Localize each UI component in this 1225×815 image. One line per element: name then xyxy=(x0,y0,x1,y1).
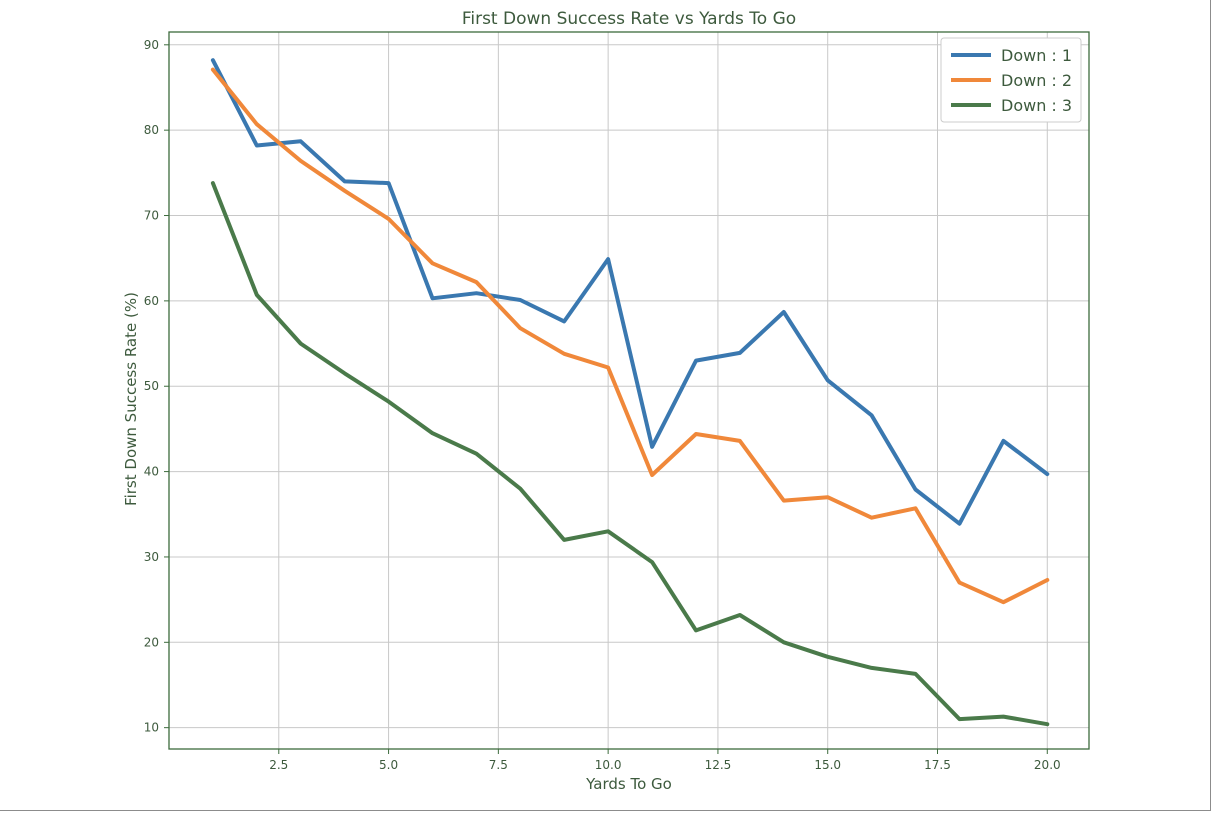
series-line-down-3 xyxy=(210,181,1050,727)
legend-label-down-3: Down : 3 xyxy=(1001,96,1072,115)
grid-lines xyxy=(169,32,1089,749)
series-lines xyxy=(210,58,1050,727)
legend-label-down-1: Down : 1 xyxy=(1001,46,1072,65)
x-tick-label: 15.0 xyxy=(814,758,841,772)
x-tick-label: 12.5 xyxy=(705,758,732,772)
x-tick-label: 5.0 xyxy=(379,758,398,772)
x-tick-label: 17.5 xyxy=(924,758,951,772)
chart-title: First Down Success Rate vs Yards To Go xyxy=(462,9,796,29)
x-axis-label: Yards To Go xyxy=(585,775,672,793)
y-tick-label: 40 xyxy=(144,465,159,479)
y-tick-label: 50 xyxy=(144,379,159,393)
legend-box xyxy=(940,37,1082,123)
y-tick-label: 80 xyxy=(144,123,159,137)
y-tick-label: 20 xyxy=(144,635,159,649)
x-tick-label: 20.0 xyxy=(1034,758,1061,772)
x-tick-label: 2.5 xyxy=(269,758,288,772)
axis-ticks: 2.5 5.0 7.5 10.0 12.5 15.0 17.5 20.0 10 20 30 40 50 6… xyxy=(144,38,1061,772)
y-tick-label: 60 xyxy=(144,294,159,308)
y-tick-label: 30 xyxy=(144,550,159,564)
series-line-down-2 xyxy=(210,67,1050,605)
legend-label-down-2: Down : 2 xyxy=(1001,71,1072,90)
page-frame-right xyxy=(1210,0,1211,811)
plot-frame xyxy=(168,31,1090,750)
y-tick-label: 90 xyxy=(144,38,159,52)
series-line-down-1 xyxy=(210,58,1050,526)
y-axis-label: First Down Success Rate (%) xyxy=(122,292,140,506)
x-tick-label: 10.0 xyxy=(595,758,622,772)
y-tick-label: 70 xyxy=(144,209,159,223)
legend: Down : 1 Down : 2 Down : 3 xyxy=(940,37,1082,123)
x-tick-label: 7.5 xyxy=(489,758,508,772)
y-tick-label: 10 xyxy=(144,721,159,735)
page-frame-bottom xyxy=(0,810,1211,811)
